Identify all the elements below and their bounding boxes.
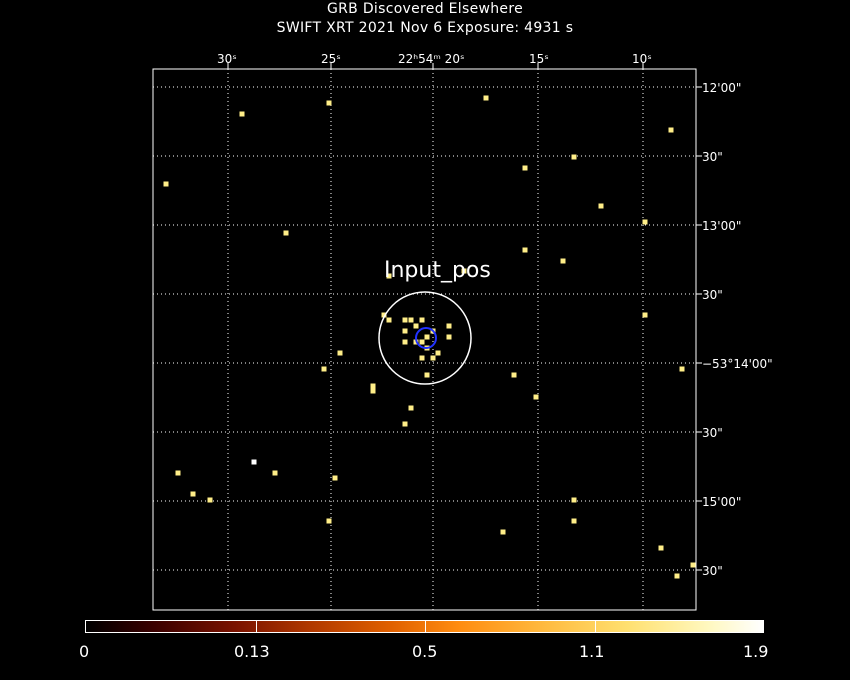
xray-source-pixel <box>326 100 332 106</box>
xray-source-pixel <box>679 366 685 372</box>
xray-source-pixel <box>674 573 680 579</box>
xray-source-pixel <box>326 518 332 524</box>
observation-info: SWIFT XRT 2021 Nov 6 Exposure: 4931 s <box>276 20 574 36</box>
xray-source-pixel <box>381 312 387 318</box>
xray-source-pixel <box>190 491 196 497</box>
xray-source-pixel <box>598 203 604 209</box>
xray-source-pixel <box>690 562 696 568</box>
ra-label: 15ˢ <box>529 52 549 66</box>
xray-source-pixel <box>419 339 425 345</box>
xray-source-pixel <box>511 372 517 378</box>
dec-label: 30" <box>702 426 723 440</box>
xray-source-pixel <box>483 95 489 101</box>
xray-source-pixel <box>386 273 392 279</box>
input-position-circle <box>378 291 472 385</box>
xray-source-pixel <box>402 339 408 345</box>
dec-label: 13'00" <box>702 219 742 233</box>
xray-source-pixel <box>642 219 648 225</box>
colorbar <box>85 620 764 633</box>
colorbar-label: 0.13 <box>234 642 270 661</box>
xray-source-pixel <box>408 317 414 323</box>
colorbar-tick <box>425 621 426 632</box>
xray-source-pixel <box>522 165 528 171</box>
image-title: GRB Discovered Elsewhere <box>327 1 523 17</box>
xray-source-pixel <box>522 247 528 253</box>
error-circle <box>415 327 437 349</box>
xray-source-pixel <box>207 497 213 503</box>
xray-source-pixel <box>560 258 566 264</box>
ra-label: 22ʰ54ᵐ 20ˢ <box>398 52 465 66</box>
colorbar-tick <box>256 621 257 632</box>
xray-source-pixel <box>419 355 425 361</box>
ra-label: 30ˢ <box>217 52 237 66</box>
input-position-label: Input_pos <box>384 258 491 283</box>
dec-label: −53°14'00" <box>702 357 773 371</box>
xray-source-pixel <box>435 350 441 356</box>
xray-source-pixel <box>370 383 376 389</box>
dec-label: 15'00" <box>702 495 742 509</box>
colorbar-label: 1.1 <box>579 642 605 661</box>
xray-source-pixel <box>272 470 278 476</box>
xray-source-pixel <box>419 317 425 323</box>
xray-source-pixel <box>533 394 539 400</box>
ra-label: 10ˢ <box>632 52 652 66</box>
xray-source-pixel <box>446 323 452 329</box>
xray-source-pixel <box>424 372 430 378</box>
xray-source-pixel <box>424 334 430 340</box>
xray-source-pixel <box>461 268 467 274</box>
xray-source-pixel <box>163 181 169 187</box>
xray-source-pixel <box>370 388 376 394</box>
xray-source-pixel <box>430 355 436 361</box>
colorbar-tick <box>595 621 596 632</box>
xray-source-pixel <box>413 323 419 329</box>
colorbar-label: 0.5 <box>412 642 438 661</box>
colorbar-label: 0 <box>79 642 90 661</box>
xray-source-pixel <box>283 230 289 236</box>
xray-source-pixel <box>571 518 577 524</box>
xray-source-pixel <box>402 317 408 323</box>
xray-source-pixel <box>321 366 327 372</box>
xray-source-pixel <box>251 459 257 465</box>
xray-source-pixel <box>337 350 343 356</box>
image-frame <box>152 68 697 611</box>
dec-label: 30" <box>702 150 723 164</box>
colorbar-label: 1.9 <box>743 642 769 661</box>
xray-source-pixel <box>332 475 338 481</box>
xray-source-pixel <box>571 154 577 160</box>
ra-label: 25ˢ <box>321 52 341 66</box>
dec-label: 12'00" <box>702 81 742 95</box>
xray-source-pixel <box>408 405 414 411</box>
xray-source-pixel <box>239 111 245 117</box>
dec-label: 30" <box>702 288 723 302</box>
xray-source-pixel <box>446 334 452 340</box>
xray-source-pixel <box>500 529 506 535</box>
xray-source-pixel <box>658 545 664 551</box>
xray-source-pixel <box>642 312 648 318</box>
xray-source-pixel <box>571 497 577 503</box>
xray-source-pixel <box>402 328 408 334</box>
xray-source-pixel <box>668 127 674 133</box>
xray-source-pixel <box>175 470 181 476</box>
dec-label: 30" <box>702 564 723 578</box>
xray-source-pixel <box>386 317 392 323</box>
xray-source-pixel <box>402 421 408 427</box>
